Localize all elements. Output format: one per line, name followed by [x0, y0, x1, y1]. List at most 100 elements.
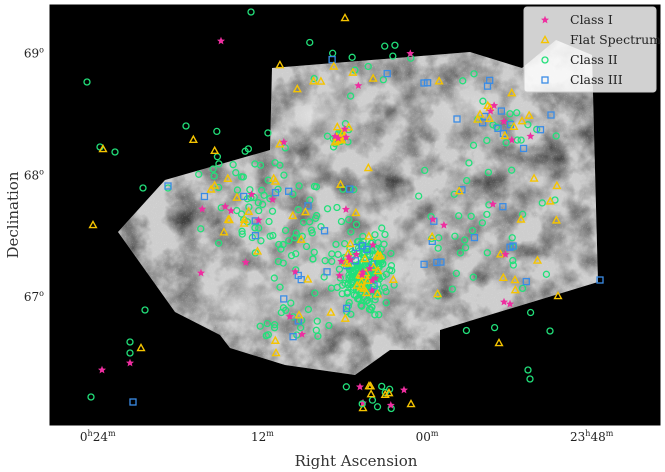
scatter-point-triangle — [348, 67, 358, 76]
scatter-point-triangle — [529, 173, 539, 182]
scatter-point-triangle — [269, 173, 279, 182]
scatter-point-square — [251, 232, 260, 240]
scatter-point-circle — [197, 225, 205, 233]
scatter-point-circle — [452, 269, 461, 278]
scatter-point-circle — [139, 184, 147, 192]
scatter-point-circle — [271, 159, 279, 167]
scatter-point-circle — [213, 127, 221, 136]
scatter-markers — [83, 8, 604, 413]
scatter-point-circle — [229, 161, 237, 169]
scatter-point-triangle — [345, 238, 355, 248]
scatter-point-square — [328, 55, 336, 64]
scatter-point-square — [289, 333, 297, 341]
scatter-point-star — [334, 134, 343, 142]
scatter-point-circle — [276, 283, 284, 291]
scatter-point-circle — [270, 324, 279, 332]
scatter-point-star — [217, 36, 225, 45]
scatter-point-square — [200, 192, 209, 201]
scatter-point-triangle — [388, 274, 398, 283]
y-tick-label: 68o — [24, 167, 44, 182]
scatter-point-circle — [358, 302, 366, 310]
scatter-point-star — [355, 382, 364, 391]
scatter-point-circle — [364, 62, 372, 71]
scatter-point-square — [164, 182, 172, 190]
scatter-point-circle — [526, 375, 534, 383]
scatter-point-circle — [311, 289, 319, 297]
scatter-point-circle — [484, 168, 493, 177]
scatter-point-circle — [244, 145, 253, 153]
scatter-point-square — [297, 275, 305, 284]
scatter-point-triangle — [524, 110, 534, 119]
scatter-point-triangle — [358, 402, 368, 412]
scatter-point-circle — [83, 78, 91, 86]
scatter-point-circle — [373, 403, 382, 411]
scatter-point-circle — [434, 244, 442, 252]
scatter-point-square — [285, 187, 293, 195]
scatter-point-circle — [506, 110, 514, 118]
scatter-point-triangle — [335, 179, 346, 188]
scatter-point-circle — [352, 220, 361, 229]
scatter-point-circle — [348, 53, 356, 61]
scatter-point-star — [198, 204, 207, 213]
scatter-point-star — [247, 190, 256, 198]
scatter-point-square — [433, 258, 441, 267]
scatter-point-circle — [502, 139, 510, 147]
scatter-point-circle — [346, 92, 355, 100]
scatter-point-star — [197, 268, 205, 277]
scatter-point-circle — [328, 250, 336, 258]
scatter-point-triangle — [210, 145, 220, 155]
scatter-point-circle — [333, 283, 341, 292]
scatter-point-circle — [359, 250, 367, 258]
scatter-point-circle — [378, 382, 386, 391]
scatter-point-circle — [552, 132, 560, 140]
scatter-point-circle — [463, 176, 471, 185]
scatter-point-circle — [362, 297, 370, 305]
scatter-point-circle — [310, 182, 319, 191]
scatter-point-star — [488, 200, 497, 208]
scatter-point-circle — [257, 237, 265, 245]
scatter-point-circle — [358, 400, 366, 408]
scatter-point-triangle — [292, 84, 302, 93]
scatter-point-triangle — [210, 180, 220, 189]
scatter-point-circle — [291, 234, 299, 242]
scatter-point-circle — [295, 182, 303, 190]
scatter-point-triangle — [271, 347, 281, 357]
scatter-point-triangle — [296, 234, 306, 243]
scatter-point-circle — [214, 239, 223, 247]
scatter-point-circle — [343, 289, 351, 297]
scatter-point-triangle — [368, 262, 379, 271]
scatter-point-circle — [518, 284, 527, 293]
scatter-point-circle — [382, 288, 390, 296]
scatter-point-circle — [251, 224, 259, 232]
scatter-point-star — [241, 258, 250, 266]
scatter-point-star — [368, 240, 377, 249]
scatter-point-triangle — [552, 180, 562, 190]
scatter-point-circle — [538, 199, 546, 207]
scatter-point-triangle — [88, 219, 98, 229]
scatter-point-circle — [313, 317, 321, 325]
scatter-point-star — [354, 81, 363, 90]
x-tick-label: 00m — [416, 429, 439, 444]
scatter-point-circle — [381, 42, 389, 50]
scatter-point-circle — [256, 322, 264, 330]
scatter-point-triangle — [427, 231, 437, 241]
scatter-point-circle — [264, 331, 272, 339]
scatter-point-star — [500, 297, 508, 306]
scatter-point-circle — [359, 232, 367, 241]
scatter-point-circle — [296, 324, 305, 332]
scatter-point-square — [363, 245, 371, 254]
scatter-point-circle — [468, 227, 477, 235]
scatter-point-circle — [533, 125, 541, 134]
scatter-point-circle — [285, 237, 293, 245]
scatter-point-square — [351, 257, 360, 265]
plot-frame — [49, 4, 661, 426]
scatter-point-circle — [381, 230, 389, 239]
scatter-point-star — [346, 255, 355, 264]
scatter-point-triangle — [384, 387, 394, 397]
scatter-point-circle — [258, 200, 267, 209]
scatter-point-triangle — [363, 162, 373, 172]
scatter-point-circle — [328, 257, 336, 266]
x-axis-title: Right Ascension — [295, 452, 418, 470]
scatter-point-circle — [310, 74, 318, 83]
